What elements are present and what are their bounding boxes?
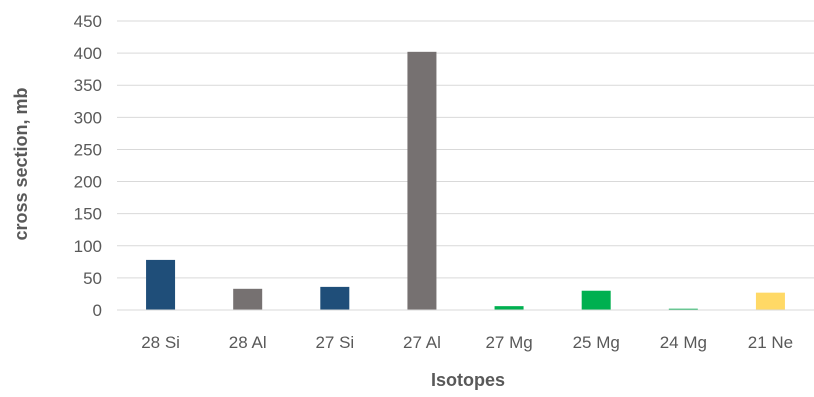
x-tick-label: 25 Mg bbox=[573, 333, 620, 352]
y-axis-title: cross section, mb bbox=[11, 87, 31, 240]
x-tick-label: 28 Si bbox=[141, 333, 180, 352]
x-tick-label: 27 Mg bbox=[485, 333, 532, 352]
bar bbox=[755, 292, 785, 310]
axes: 0 50 100 150 200 250 300 350 400 450 28 Si 28 Al 27 … bbox=[74, 12, 814, 352]
y-tick-label: 200 bbox=[74, 173, 102, 192]
bar bbox=[233, 288, 263, 310]
x-tick-label: 28 Al bbox=[229, 333, 267, 352]
x-tick-label: 27 Al bbox=[403, 333, 441, 352]
x-tick-label: 21 Ne bbox=[748, 333, 793, 352]
y-tick-label: 300 bbox=[74, 108, 102, 127]
y-tick-label: 0 bbox=[93, 301, 102, 320]
y-tick-label: 400 bbox=[74, 44, 102, 63]
y-tick-label: 100 bbox=[74, 237, 102, 256]
bar bbox=[407, 51, 437, 311]
bar bbox=[494, 306, 524, 310]
x-tick-label: 24 Mg bbox=[660, 333, 707, 352]
y-tick-label: 150 bbox=[74, 205, 102, 224]
bar bbox=[668, 308, 698, 310]
x-tick-label: 27 Si bbox=[315, 333, 354, 352]
bar bbox=[146, 259, 176, 310]
gridlines bbox=[117, 20, 814, 279]
y-tick-label: 450 bbox=[74, 12, 102, 31]
y-tick-label: 50 bbox=[83, 269, 102, 288]
bar bbox=[320, 286, 350, 310]
y-tick-label: 350 bbox=[74, 76, 102, 95]
bars bbox=[146, 51, 785, 311]
x-axis-title: Isotopes bbox=[431, 370, 505, 390]
bar bbox=[581, 290, 611, 310]
y-tick-label: 250 bbox=[74, 140, 102, 159]
